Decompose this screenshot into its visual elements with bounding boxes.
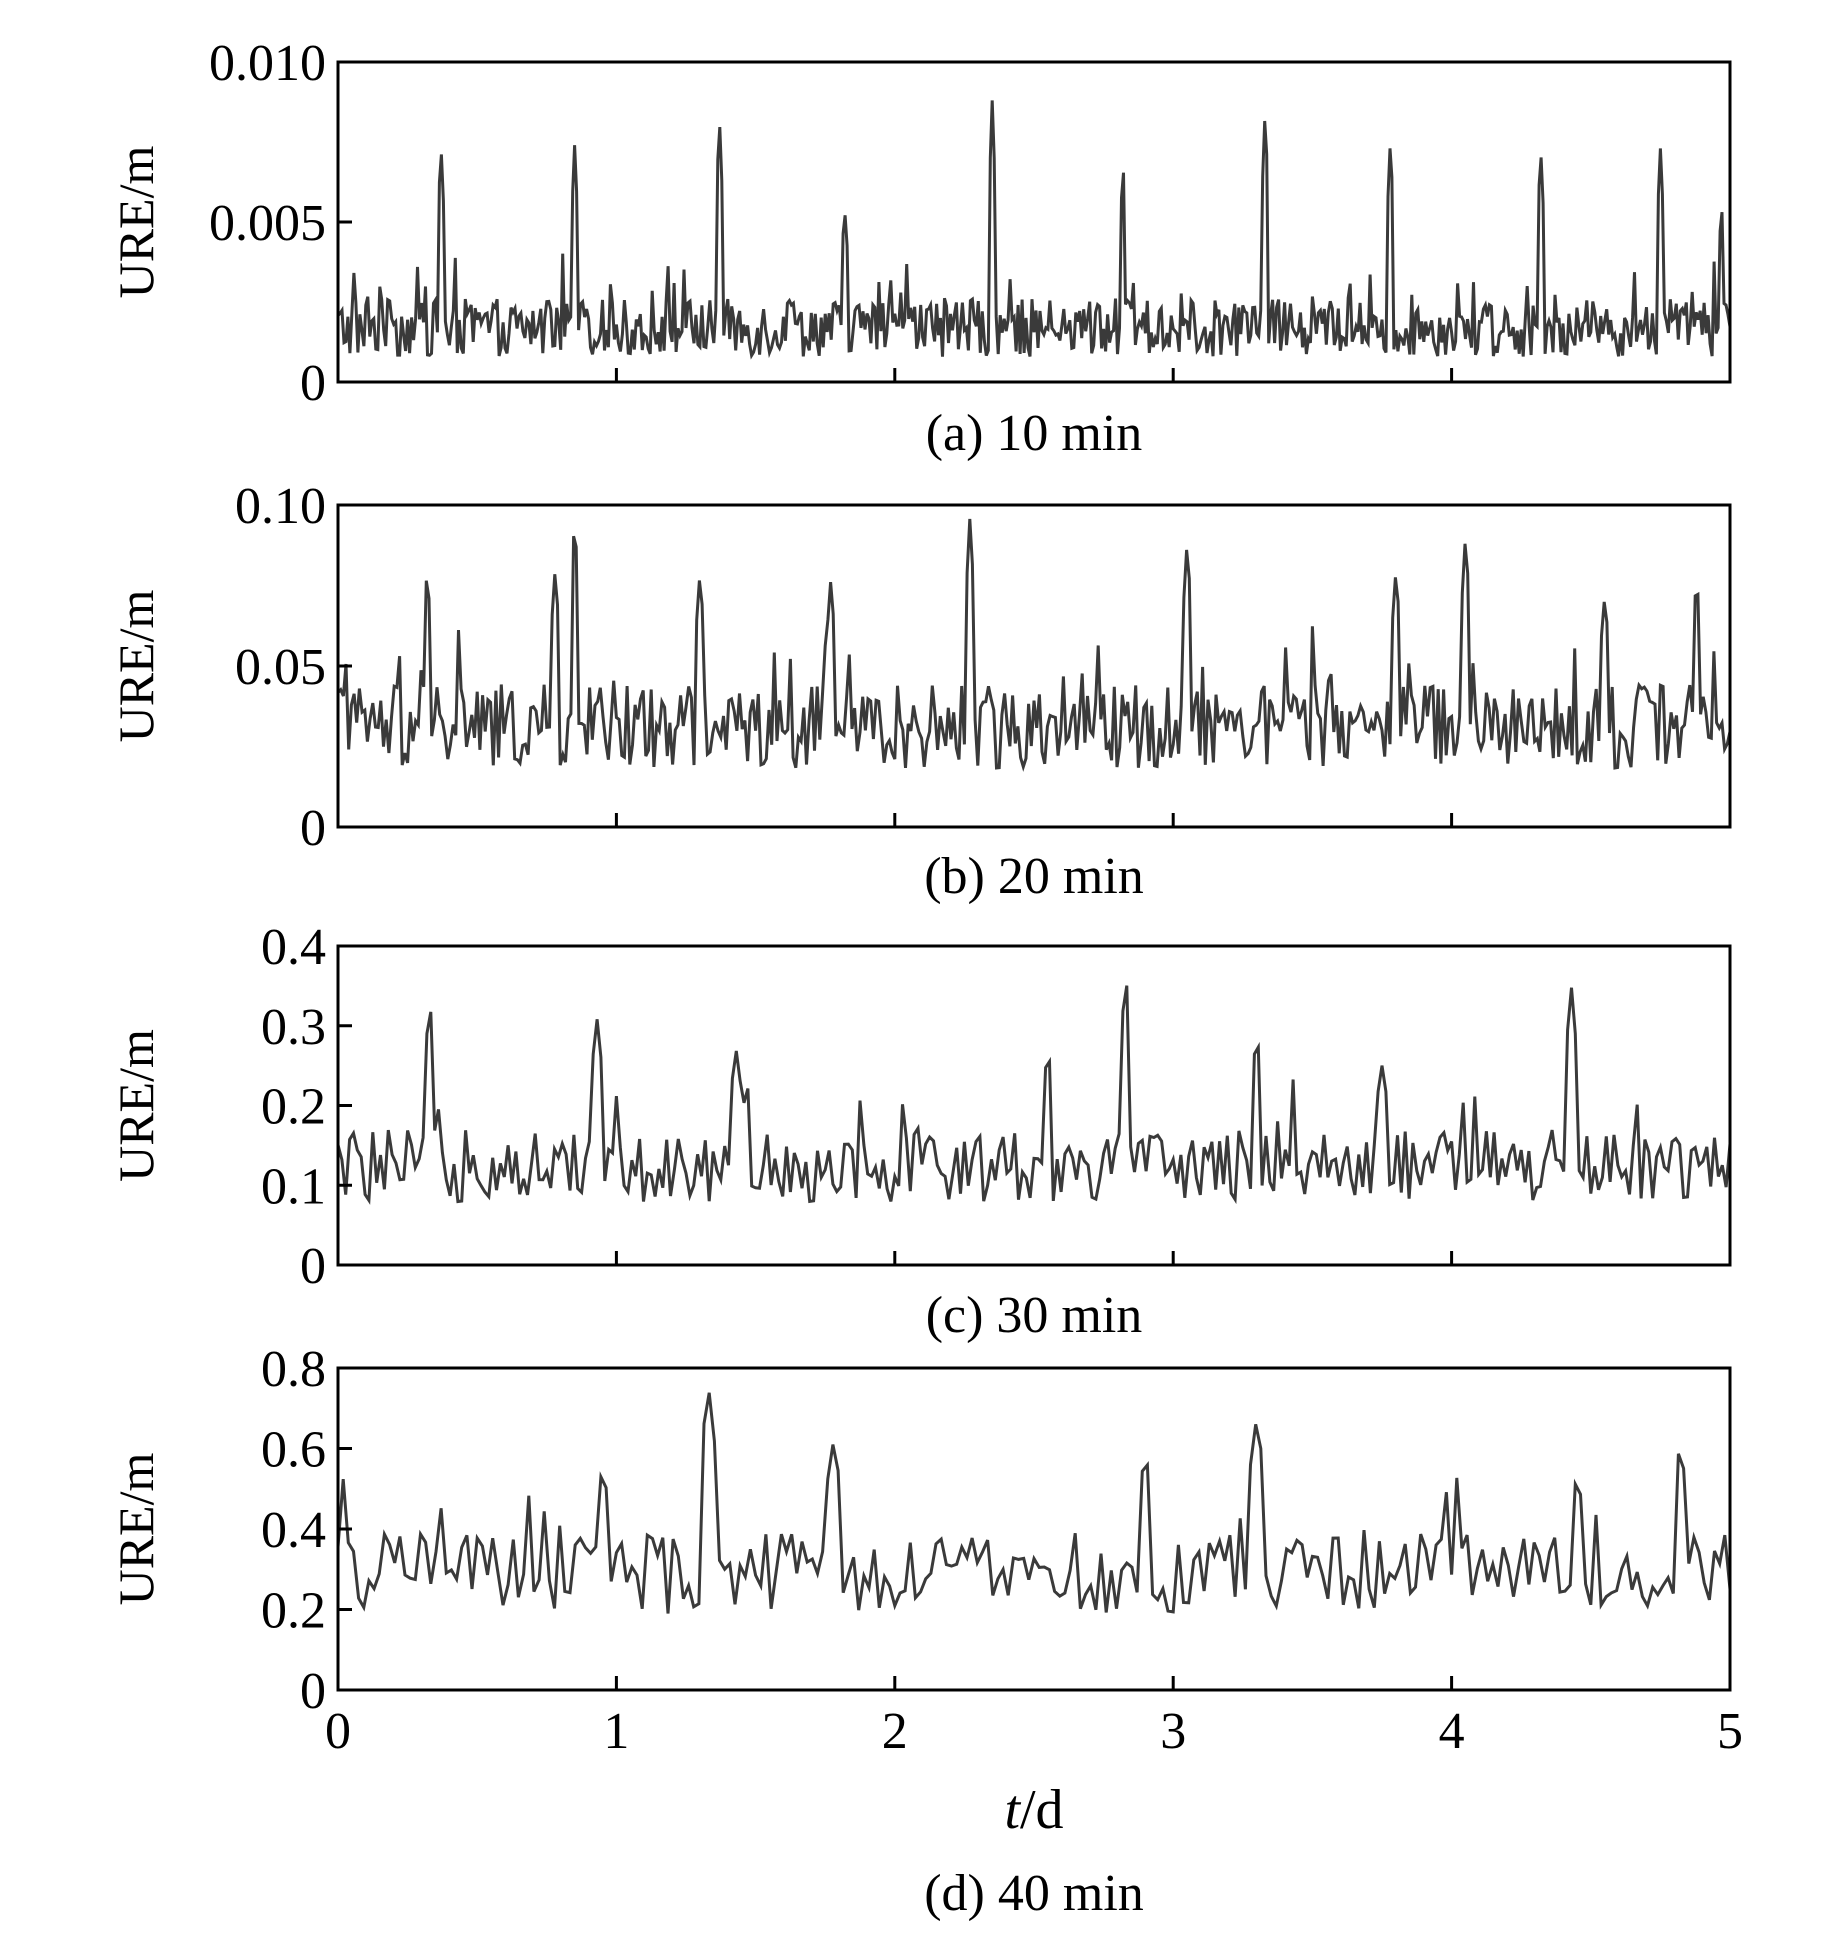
panel-caption-b: (b) 20 min <box>924 848 1144 905</box>
y-tick-label-d: 0 <box>300 1663 326 1720</box>
panel-caption-d: (d) 40 min <box>924 1865 1144 1922</box>
series-line-b <box>336 518 1732 772</box>
y-tick-label-d: 0.2 <box>261 1583 326 1640</box>
series-line-d <box>336 1392 1732 1614</box>
x-axis-label-unit: /d <box>1020 1779 1064 1841</box>
x-tick-label-d: 3 <box>1160 1703 1186 1760</box>
panel-caption-a: (a) 10 min <box>926 405 1143 462</box>
y-tick-label-a: 0 <box>300 355 326 412</box>
panel-caption-c: (c) 30 min <box>926 1287 1143 1344</box>
y-axis-label-a: URE/m <box>108 146 164 299</box>
x-axis-label-var: t <box>1004 1779 1021 1841</box>
y-axis-label-b: URE/m <box>108 590 164 743</box>
panel-b: 0 0.05 0.10 URE/m (b) 20 min <box>108 478 1732 905</box>
y-tick-label-b: 0.05 <box>235 639 326 696</box>
y-tick-label-a: 0.005 <box>209 195 326 252</box>
x-tick-label-d: 0 <box>325 1703 351 1760</box>
y-tick-label-a: 0.010 <box>209 35 326 92</box>
x-tick-label-d: 2 <box>882 1703 908 1760</box>
series-line-c <box>336 985 1732 1205</box>
panel-c: 0 0.1 0.2 0.3 0.4 URE/m (c) 30 min <box>108 919 1732 1344</box>
plot-frame-c <box>336 944 1732 1267</box>
y-tick-label-b: 0.10 <box>235 478 326 535</box>
y-tick-label-b: 0 <box>300 800 326 857</box>
x-tick-label-d: 1 <box>603 1703 629 1760</box>
y-tick-label-c: 0.3 <box>261 999 326 1056</box>
x-tick-label-d: 4 <box>1439 1703 1465 1760</box>
panel-a: 0 0.005 0.010 URE/m (a) 10 min <box>108 35 1732 462</box>
plot-frame-b <box>336 503 1732 829</box>
x-axis-label: t/d <box>1004 1779 1063 1841</box>
panel-d: 0 0.2 0.4 0.6 0.8 0 1 2 3 4 5 URE/m t/d (d) 40 min <box>108 1341 1743 1922</box>
series-line-a <box>336 100 1732 360</box>
y-tick-label-d: 0.6 <box>261 1422 326 1479</box>
x-tick-label-d: 5 <box>1717 1703 1743 1760</box>
y-tick-label-d: 0.4 <box>261 1502 326 1559</box>
y-tick-label-c: 0.1 <box>261 1158 326 1215</box>
y-axis-label-d: URE/m <box>108 1453 164 1606</box>
y-tick-label-c: 0.4 <box>261 919 326 976</box>
y-tick-label-c: 0 <box>300 1238 326 1295</box>
y-tick-label-c: 0.2 <box>261 1079 326 1136</box>
y-axis-label-c: URE/m <box>108 1029 164 1182</box>
y-tick-label-d: 0.8 <box>261 1341 326 1398</box>
